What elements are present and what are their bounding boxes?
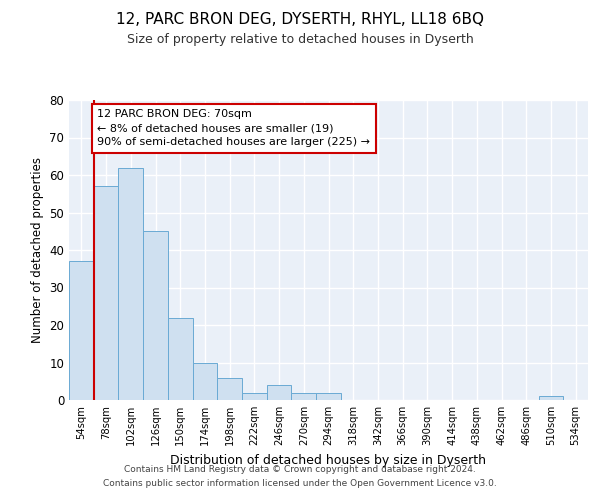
X-axis label: Distribution of detached houses by size in Dyserth: Distribution of detached houses by size … xyxy=(170,454,487,466)
Bar xyxy=(69,261,94,400)
Bar xyxy=(143,231,168,400)
Text: Contains HM Land Registry data © Crown copyright and database right 2024.
Contai: Contains HM Land Registry data © Crown c… xyxy=(103,466,497,487)
Text: 12 PARC BRON DEG: 70sqm
← 8% of detached houses are smaller (19)
90% of semi-det: 12 PARC BRON DEG: 70sqm ← 8% of detached… xyxy=(97,110,370,148)
Bar xyxy=(242,392,267,400)
Bar xyxy=(118,168,143,400)
Bar xyxy=(217,378,242,400)
Text: Size of property relative to detached houses in Dyserth: Size of property relative to detached ho… xyxy=(127,32,473,46)
Text: 12, PARC BRON DEG, DYSERTH, RHYL, LL18 6BQ: 12, PARC BRON DEG, DYSERTH, RHYL, LL18 6… xyxy=(116,12,484,28)
Bar xyxy=(267,385,292,400)
Bar xyxy=(168,318,193,400)
Bar xyxy=(539,396,563,400)
Bar xyxy=(94,186,118,400)
Bar xyxy=(292,392,316,400)
Bar xyxy=(193,362,217,400)
Bar xyxy=(316,392,341,400)
Y-axis label: Number of detached properties: Number of detached properties xyxy=(31,157,44,343)
